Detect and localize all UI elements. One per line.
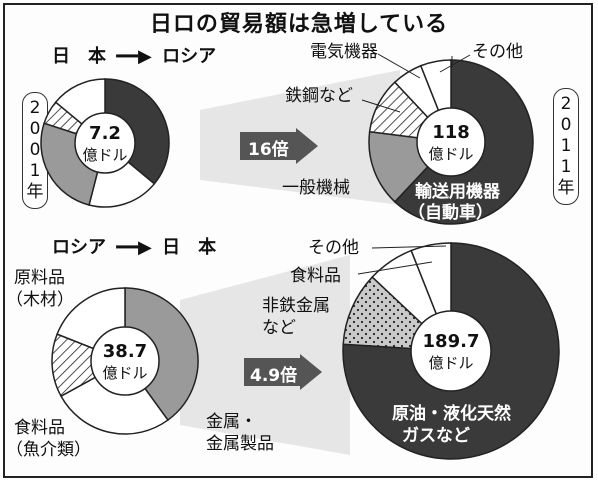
multiplier-top-text: 16倍 [248,140,289,160]
label-raw-2: （木材） [6,290,74,310]
label-other-2011-import: その他 [308,238,359,258]
label-oil-1: 原油・液化天然 [392,404,511,424]
multiplier-arrow-bottom: 4.9倍 [244,354,324,390]
pie-total-unit: 億ドル [428,354,473,372]
direction-bottom-to: 日 本 [162,237,217,258]
label-transport-2: （自動車） [408,203,493,223]
pie-total-value: 38.7 [103,341,147,362]
label-nonferrous-1: 非鉄金属 [262,296,330,316]
arrow-shape-icon [240,128,318,164]
year-2001-char: 0 [29,140,41,160]
label-oil-2: ガスなど [402,426,470,446]
multiplier-bottom-text: 4.9倍 [250,366,298,386]
pie-center-hole [90,326,160,396]
year-2011-char: 年 [557,178,575,198]
growth-band-bottom [180,255,350,455]
year-2001-char: 2 [29,98,41,118]
leader-line [377,53,421,79]
pie-total-unit: 億ドル [82,146,127,164]
pie-total-unit: 億ドル [428,145,473,163]
label-electric: 電気機器 [310,42,378,62]
label-metal-1: 金属・ [206,412,257,432]
arrow-right-icon: ━━▶ [116,237,152,258]
label-metal-2: 金属製品 [206,434,274,454]
pie-slice [104,78,170,185]
label-food-2011: 食料品 [290,266,341,286]
multiplier-arrow-top: 16倍 [240,128,320,164]
pie-center-hole [410,310,492,392]
pie-slice [51,333,127,398]
direction-top-from: 日 本 [52,46,106,67]
label-steel: 鉄鋼など [285,86,353,106]
label-raw-1: 原料品 [14,268,65,288]
page-title: 日ロの貿易額は急増している [149,12,449,37]
leader-line [361,99,401,113]
pie-total-value: 189.7 [423,331,480,352]
label-machinery: 一般機械 [282,178,350,198]
pie-center-hole [74,112,136,174]
pie-total-value: 7.2 [89,123,121,144]
label-nonferrous-2: など [262,318,296,338]
pie-center-hole [416,107,486,177]
pie-slice [124,287,199,422]
leader-line [357,261,433,275]
direction-top-to: ロシア [162,46,217,67]
pie-total-unit: 億ドル [102,364,147,382]
label-other-2011-export: その他 [472,42,523,62]
year-2001-char: 年 [26,182,44,202]
year-2001-char: 0 [29,119,41,139]
arrow-shape-icon [244,354,322,390]
label-food-2: （魚介類） [6,440,91,460]
year-2011-char: 1 [560,157,572,177]
direction-bottom-from: ロシア [52,237,106,258]
direction-bottom: ロシア ━━▶ 日 本 [52,233,216,259]
year-2001-char: 1 [29,161,41,181]
leader-line [439,54,471,73]
pie-total-value: 118 [432,122,470,143]
direction-top: 日 本 ━━▶ ロシア [52,42,216,68]
year-2001-label: 2 0 0 1 年 [22,92,48,209]
label-food-1: 食料品 [14,418,65,438]
leader-line [371,245,447,249]
year-2011-char: 2 [560,94,572,114]
pie-slice [342,242,560,460]
arrow-right-icon: ━━▶ [116,46,152,67]
year-2011-char: 0 [560,115,572,135]
year-2011-char: 1 [560,136,572,156]
year-2011-label: 2 0 1 1 年 [553,88,579,205]
pie-slice [60,360,169,435]
label-transport-1: 輸送用機器 [415,182,500,202]
